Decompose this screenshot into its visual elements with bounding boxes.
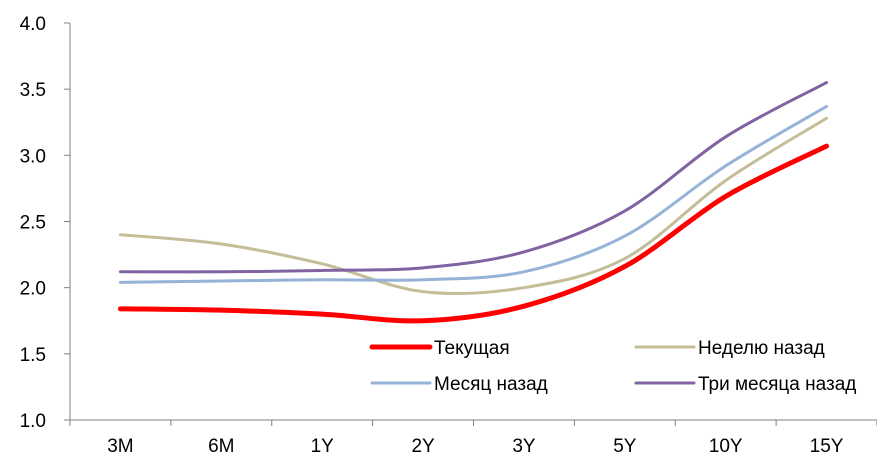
legend-label-2: Неделю назад	[698, 338, 825, 359]
x-tick-label: 5Y	[613, 436, 637, 457]
legend-label-4: Три месяца назад	[698, 374, 856, 395]
series-line-4	[118, 81, 829, 274]
x-tick-label: 6M	[208, 436, 234, 457]
series-layer	[117, 81, 830, 324]
y-tick-label: 3.0	[20, 146, 46, 167]
series-line-3	[118, 104, 829, 284]
y-tick-label: 1.0	[20, 411, 46, 432]
x-tick-label: 15Y	[810, 436, 844, 457]
x-tick-label: 3Y	[512, 436, 536, 457]
y-tick-label: 2.0	[20, 279, 46, 300]
x-tick-label: 2Y	[411, 436, 435, 457]
axes: 1.0 1.5 2.0 2.5 3.0 3.5 4.0 3M 6M 1Y 2Y 3Y 5Y 10Y 15Y	[20, 14, 877, 457]
series-line-1	[117, 143, 830, 324]
legend-label-3: Месяц назад	[434, 374, 548, 395]
x-tick-label: 1Y	[311, 436, 335, 457]
y-tick-label: 4.0	[20, 14, 46, 35]
y-tick-label: 2.5	[20, 213, 46, 234]
y-tick-label: 3.5	[20, 80, 46, 101]
legend: Текущая Неделю назад Месяц назад Три месяца…	[369, 338, 856, 395]
x-tick-label: 3M	[107, 436, 133, 457]
legend-label-1: Текущая	[434, 338, 510, 359]
x-tick-label: 10Y	[709, 436, 743, 457]
series-line-2	[118, 116, 829, 296]
y-tick-label: 1.5	[20, 345, 46, 366]
